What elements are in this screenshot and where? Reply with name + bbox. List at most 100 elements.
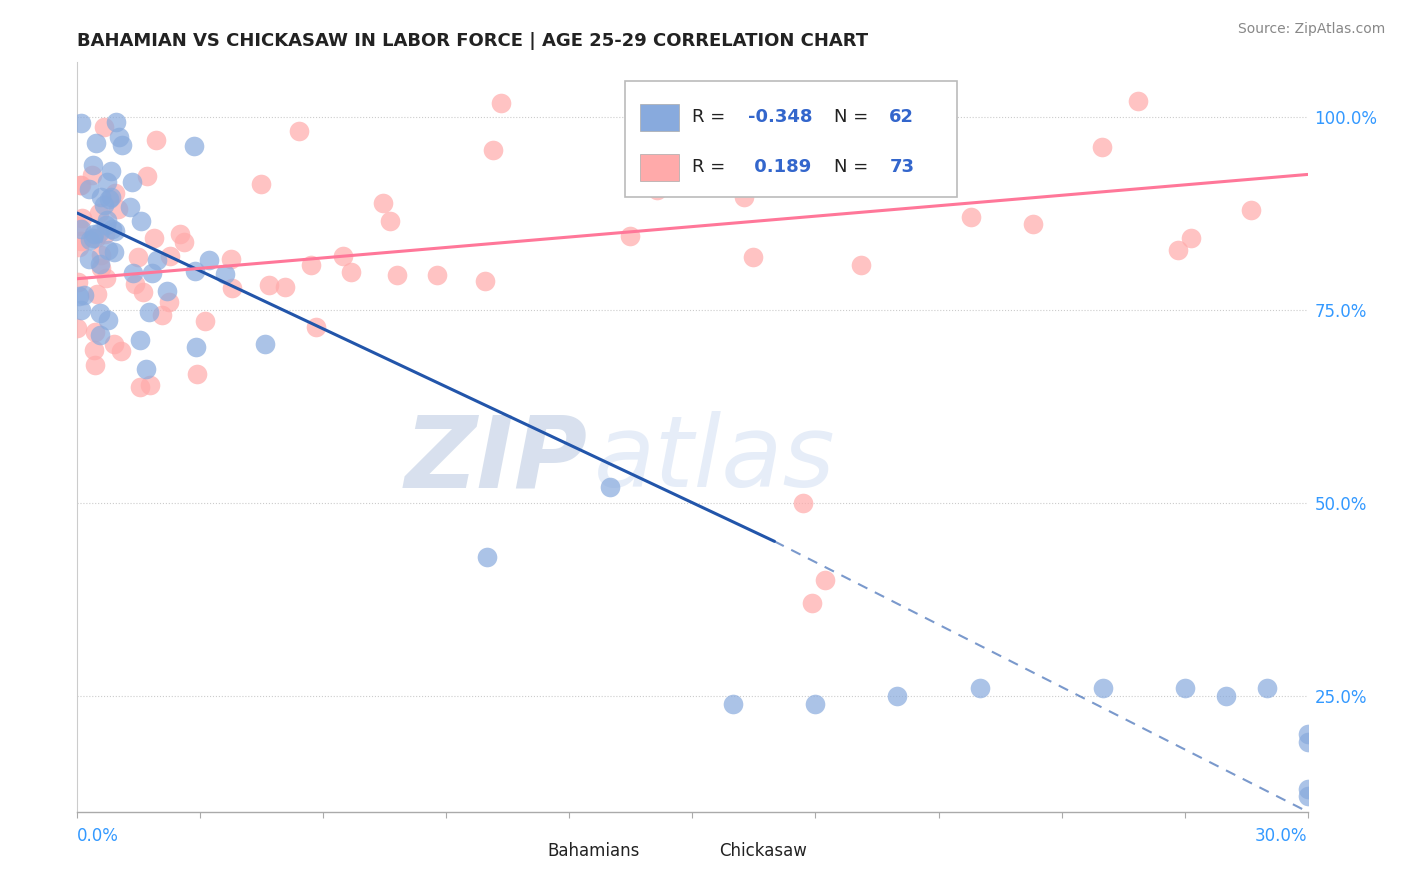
Text: 30.0%: 30.0% [1256,827,1308,845]
Point [93,227,115,242]
Point [385,268,408,282]
Point [173,235,195,249]
Point [129,380,152,394]
Point [77,181,100,195]
Point [97,312,120,326]
Point [67,240,90,254]
Text: R =: R = [693,108,731,126]
Point [184,340,207,354]
Point [98,192,121,206]
Point [1296,789,1319,804]
Point [96,175,118,189]
Point [90,190,112,204]
Point [1215,689,1237,703]
Point [111,138,134,153]
Point [934,134,956,148]
Point [801,596,824,610]
Text: N =: N = [834,108,875,126]
Point [110,343,132,358]
Point [194,314,217,328]
Point [156,284,179,298]
Point [813,573,835,587]
Point [145,133,167,147]
Text: Chickasaw: Chickasaw [720,842,807,861]
Point [97,243,120,257]
FancyBboxPatch shape [624,81,957,197]
Point [619,228,641,243]
Point [104,224,127,238]
Point [127,250,149,264]
Point [100,222,122,236]
Point [804,697,827,711]
Point [69,221,91,235]
Point [426,268,449,282]
Point [87,226,110,240]
Point [274,280,297,294]
Point [723,697,745,711]
Point [1091,681,1114,695]
Point [135,362,157,376]
Point [82,231,104,245]
Point [146,253,169,268]
Point [66,275,89,289]
Point [1256,681,1278,695]
Point [70,178,93,192]
Point [249,177,271,191]
Point [928,167,950,181]
Text: BAHAMIAN VS CHICKASAW IN LABOR FORCE | AGE 25-29 CORRELATION CHART: BAHAMIAN VS CHICKASAW IN LABOR FORCE | A… [77,32,869,50]
Point [1174,681,1197,695]
Point [254,337,277,351]
Point [141,266,163,280]
Point [849,258,872,272]
Point [89,206,111,220]
Point [183,139,205,153]
Point [742,250,765,264]
Point [107,202,129,216]
Point [198,253,221,268]
Point [169,227,191,242]
Point [67,289,90,303]
Point [83,358,105,372]
Point [93,197,115,211]
Point [129,214,152,228]
Point [128,333,150,347]
Point [66,321,89,335]
Point [733,190,755,204]
Point [142,231,165,245]
FancyBboxPatch shape [686,841,713,862]
Point [332,249,354,263]
Point [474,274,496,288]
Text: R =: R = [693,159,731,177]
Point [70,235,93,249]
Point [90,247,112,261]
Point [138,305,160,319]
Point [150,308,173,322]
Point [121,175,143,189]
Point [287,124,309,138]
Point [1167,243,1189,257]
Point [599,480,621,494]
Point [960,211,983,225]
Point [792,496,814,510]
Point [70,302,93,317]
Point [1296,781,1319,796]
Point [73,288,96,302]
Point [886,689,908,703]
Point [69,178,91,192]
Point [214,267,236,281]
Text: Source: ZipAtlas.com: Source: ZipAtlas.com [1237,22,1385,37]
Point [89,328,111,343]
Point [477,549,499,564]
Point [100,163,122,178]
Point [82,158,104,172]
FancyBboxPatch shape [640,103,679,130]
Point [1180,231,1202,245]
Point [103,245,125,260]
Point [645,183,668,197]
Point [118,200,141,214]
FancyBboxPatch shape [515,841,541,862]
Point [84,136,107,150]
Point [96,213,118,227]
Point [93,120,115,134]
Point [184,264,207,278]
